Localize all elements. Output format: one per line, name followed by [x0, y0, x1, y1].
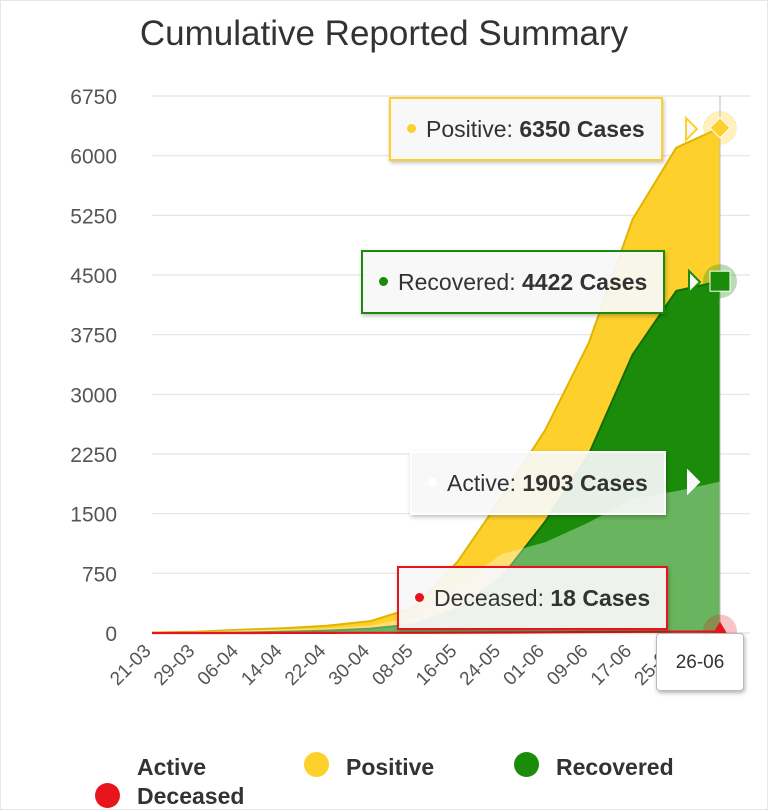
- legend-positive-label: Positive: [346, 754, 435, 780]
- y-tick-label: 3750: [70, 325, 117, 348]
- deceased-swatch-icon: [95, 783, 120, 808]
- tooltip-deceased: Deceased: 18 Cases: [397, 566, 669, 630]
- x-tick-label: 06-04: [194, 640, 244, 690]
- tooltip-pointer: [687, 468, 701, 496]
- y-tick-label: 0: [105, 623, 117, 646]
- recovered-swatch-icon: [514, 752, 539, 777]
- tooltip-deceased-value: 18 Cases: [550, 585, 651, 611]
- x-tick-label: 01-06: [500, 641, 549, 690]
- recovered-area: [152, 281, 720, 633]
- series-areas: [151, 126, 721, 635]
- tooltip-active-label: Active:: [447, 470, 517, 496]
- tooltip-recovered: Recovered: 4422 Cases: [361, 250, 666, 314]
- x-tick-label: 21-03: [106, 641, 155, 690]
- tooltip-active-value: 1903 Cases: [522, 470, 648, 496]
- legend-positive[interactable]: Positive: [304, 752, 435, 781]
- x-tick-label: 24-05: [456, 641, 505, 690]
- tooltip-pointer: [688, 268, 702, 296]
- legend-deceased[interactable]: Deceased: [95, 783, 245, 810]
- y-tick-label: 750: [82, 563, 117, 586]
- legend-deceased-label: Deceased: [137, 783, 245, 809]
- x-tick-label: 14-04: [237, 640, 287, 690]
- y-tick-label: 6750: [70, 86, 117, 109]
- tooltip-pointer: [685, 115, 699, 143]
- deceased-dot-icon: [415, 593, 424, 603]
- positive-dot-icon: [407, 124, 416, 134]
- legend-recovered-label: Recovered: [556, 754, 674, 780]
- x-tick-label: 17-06: [587, 641, 636, 690]
- tooltip-date: 26-06: [656, 633, 744, 691]
- legend-active-label: Active: [137, 754, 207, 780]
- x-tick-label: 22-04: [281, 640, 331, 690]
- positive-swatch-icon: [304, 752, 329, 777]
- x-tick-label: 30-04: [325, 640, 375, 690]
- chart-title: Cumulative Reported Summary: [139, 14, 629, 53]
- recovered-dot-icon: [379, 277, 388, 287]
- tooltip-recovered-label: Recovered:: [398, 269, 516, 295]
- tooltip-deceased-label: Deceased:: [434, 585, 544, 611]
- active-dot-icon: [428, 478, 437, 488]
- x-tick-label: 29-03: [150, 641, 199, 690]
- y-tick-label: 6000: [70, 146, 117, 169]
- x-axis-ticks: 21-0329-0306-0414-0422-0430-0408-0516-05…: [106, 640, 680, 690]
- recovered-square-marker: [709, 270, 731, 292]
- legend-recovered[interactable]: Recovered: [514, 752, 674, 781]
- tooltip-active: Active: 1903 Cases: [410, 451, 666, 515]
- y-tick-label: 4500: [70, 265, 117, 288]
- x-tick-label: 16-05: [412, 641, 461, 690]
- y-tick-label: 1500: [70, 504, 117, 527]
- positive-diamond-marker: [709, 117, 731, 139]
- y-tick-label: 2250: [70, 444, 117, 467]
- tooltip-positive-label: Positive:: [426, 116, 513, 142]
- legend-active[interactable]: Active: [137, 754, 206, 781]
- y-tick-label: 3000: [70, 384, 117, 407]
- tooltip-positive: Positive: 6350 Cases: [389, 97, 663, 161]
- deceased-line: [152, 630, 720, 635]
- tooltip-recovered-value: 4422 Cases: [522, 269, 648, 295]
- x-tick-label: 08-05: [368, 641, 417, 690]
- y-axis-ticks: 0 750 1500 2250 3000 3750 4500 5250 6000 6750: [70, 86, 117, 646]
- tooltip-positive-value: 6350 Cases: [519, 116, 645, 142]
- y-tick-label: 5250: [70, 205, 117, 228]
- x-tick-label: 09-06: [543, 641, 592, 690]
